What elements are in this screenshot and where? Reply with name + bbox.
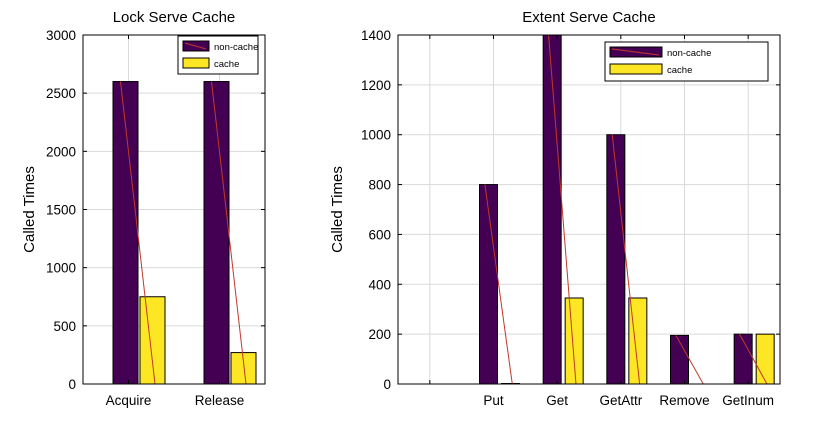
chart-2: 0 200 400 600 800 1000 1200 1400 Put Get GetAttr Re… <box>329 9 781 408</box>
x-tick-label: GetInum <box>722 393 774 408</box>
legend-label: cache <box>667 65 692 76</box>
y-tick-label: 600 <box>368 227 391 242</box>
bar-non-cache-release <box>203 81 230 385</box>
bar-cache-release <box>230 352 257 385</box>
x-tick-label: Acquire <box>106 393 152 408</box>
bar-cache-acquire <box>139 296 166 385</box>
legend-label: non-cache <box>214 42 258 53</box>
x-tick-label: GetAttr <box>599 393 642 408</box>
bar-cache-get <box>564 297 584 385</box>
annotation-line <box>548 34 577 385</box>
y-axis-label: Called Times <box>329 166 346 253</box>
legend: non-cache cache <box>177 35 259 75</box>
y-tick-label: 500 <box>53 319 76 334</box>
annotation-line <box>675 335 704 385</box>
chart-title: Extent Serve Cache <box>522 9 655 26</box>
bar-non-cache-getattr <box>606 134 626 385</box>
y-tick-label: 400 <box>368 277 391 292</box>
y-tick-label: 1000 <box>361 128 391 143</box>
y-tick-label: 1400 <box>361 28 391 43</box>
legend-annotation-line <box>184 42 207 50</box>
y-tick-label: 800 <box>368 178 391 193</box>
y-tick-label: 3000 <box>46 28 76 43</box>
annotation-line <box>611 134 641 385</box>
annotation-line <box>120 81 156 385</box>
y-tick-label: 2000 <box>46 144 76 159</box>
plot-frame <box>397 34 781 385</box>
y-tick-label: 1000 <box>46 261 76 276</box>
bar-non-cache-put <box>479 184 498 385</box>
y-tick-label: 200 <box>368 327 391 342</box>
legend-swatch-cache <box>609 63 663 75</box>
x-tick-label: Put <box>483 393 504 408</box>
legend-label: cache <box>214 59 239 70</box>
chart-title: Lock Serve Cache <box>113 9 236 26</box>
x-tick-label: Get <box>546 393 568 408</box>
legend-annotation-line <box>611 48 660 56</box>
x-tick-label: Remove <box>659 393 709 408</box>
legend-swatch-cache <box>182 57 210 69</box>
y-tick-label: 0 <box>68 377 76 392</box>
annotation-line <box>484 184 513 385</box>
y-tick-label: 1500 <box>46 203 76 218</box>
annotation-line <box>211 81 247 385</box>
y-axis-label: Called Times <box>21 166 38 253</box>
annotation-line <box>739 333 768 385</box>
bar-cache-getinum <box>755 333 775 385</box>
y-tick-label: 0 <box>383 377 391 392</box>
bar-non-cache-get <box>542 34 562 385</box>
y-tick-label: 2500 <box>46 86 76 101</box>
x-tick-label: Release <box>195 393 245 408</box>
chart-1: 0 500 1000 1500 2000 2500 3000 Acquire Release Lo… <box>21 9 266 408</box>
legend: non-cache cache <box>604 41 769 82</box>
legend-label: non-cache <box>667 48 711 59</box>
y-tick-label: 1200 <box>361 78 391 93</box>
